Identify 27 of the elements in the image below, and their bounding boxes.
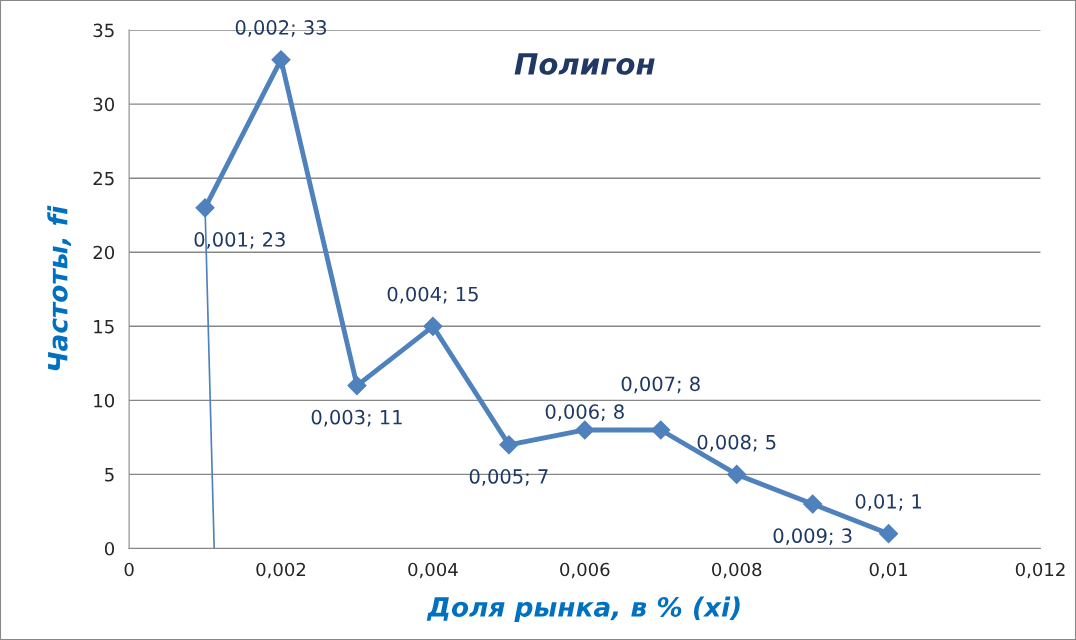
data-label: 0,004; 15 <box>387 286 478 304</box>
x-tick-label: 0,01 <box>869 562 908 579</box>
data-label: 0,01; 1 <box>855 494 921 511</box>
data-label: 0,003; 11 <box>311 409 402 427</box>
data-label: 0,009; 3 <box>773 528 852 545</box>
data-label: 0,006; 8 <box>545 404 624 421</box>
x-tick-label: 0,006 <box>560 562 610 579</box>
y-tick-label: 35 <box>93 23 114 38</box>
data-label: 0,005; 7 <box>469 469 548 486</box>
y-tick-label: 30 <box>93 97 115 112</box>
y-tick-label: 15 <box>94 320 114 334</box>
y-tick-label: 0 <box>104 541 115 556</box>
y-tick-label: 10 <box>94 393 115 408</box>
y-tick-label: 20 <box>93 245 115 260</box>
x-tick-label: 0,012 <box>1015 562 1065 579</box>
data-label: 0,002; 33 <box>235 20 327 37</box>
x-axis-title: Доля рынка, в % (xi) <box>426 596 740 623</box>
y-tick-label: 25 <box>93 171 114 186</box>
x-tick-label: 0,004 <box>408 562 458 579</box>
x-tick-label: 0,002 <box>256 562 306 579</box>
x-tick-label: 0 <box>124 562 134 577</box>
text: Полигон <box>514 53 655 75</box>
y-tick-label: 5 <box>105 468 114 482</box>
x-tick-label: 0,008 <box>712 562 762 579</box>
data-label: 0,007; 8 <box>621 376 700 394</box>
data-label: 0,008; 5 <box>697 434 776 452</box>
y-axis-title: Частоты, fi <box>47 205 72 371</box>
